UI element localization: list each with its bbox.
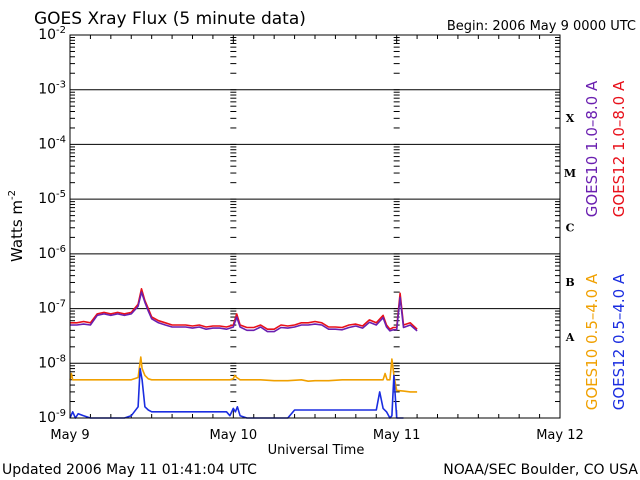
y-tick-label: 10-6 <box>38 244 66 262</box>
legend-entry: GOES10 1.0–8.0 A <box>583 80 601 217</box>
updated-timestamp: Updated 2006 May 11 01:41:04 UTC <box>2 462 257 478</box>
y-axis-label: Watts m-2 <box>7 190 26 262</box>
x-tick-label: May 10 <box>210 428 258 443</box>
legend-entry: GOES12 1.0–8.0 A <box>610 80 628 217</box>
series-line <box>69 356 418 393</box>
grid-lines <box>70 89 560 364</box>
y-tick-label: 10-7 <box>38 299 66 317</box>
y-tick-exponent: -5 <box>56 189 66 200</box>
plot-frame <box>69 34 561 419</box>
y-tick-label: 10-4 <box>38 134 66 152</box>
svg-text:Watts m-2: Watts m-2 <box>7 190 26 262</box>
x-tick-label: May 9 <box>50 428 89 443</box>
x-tick-label: May 11 <box>373 428 421 443</box>
begin-date: Begin: 2006 May 9 0000 UTC <box>447 19 636 34</box>
x-tick-label: May 12 <box>536 428 584 443</box>
y-tick-mantissa: 10 <box>38 246 56 262</box>
series-line <box>70 291 418 333</box>
flare-class-label: C <box>566 222 575 235</box>
y-tick-label: 10-5 <box>38 189 66 207</box>
y-tick-label: 10-2 <box>38 25 66 43</box>
series-line <box>70 287 418 331</box>
y-tick-mantissa: 10 <box>38 136 56 152</box>
legend: GOES10 1.0–8.0 A GOES12 1.0–8.0 A GOES10 0… <box>583 80 628 410</box>
flare-class-label: B <box>565 276 574 289</box>
y-tick-mantissa: 10 <box>38 355 56 371</box>
y-tick-exponent: -4 <box>56 134 66 145</box>
flare-class-label: M <box>564 167 576 180</box>
y-tick-exponent: -8 <box>56 353 66 364</box>
y-axis-label-text: Watts m <box>8 200 26 262</box>
y-tick-mantissa: 10 <box>38 191 56 207</box>
y-tick-label: 10-3 <box>38 80 66 98</box>
y-tick-exponent: -2 <box>56 25 66 36</box>
y-tick-mantissa: 10 <box>38 301 56 317</box>
x-axis-label: Universal Time <box>268 443 365 458</box>
y-tick-mantissa: 10 <box>38 82 56 98</box>
legend-entry: GOES10 0.5–4.0 A <box>583 273 601 410</box>
y-tick-exponent: -6 <box>56 244 66 255</box>
y-tick-exponent: -7 <box>56 299 66 310</box>
y-tick-exponent: -3 <box>56 80 66 91</box>
credit-text: NOAA/SEC Boulder, CO USA <box>443 462 638 478</box>
flare-class-label: X <box>566 112 575 125</box>
chart-title: GOES Xray Flux (5 minute data) <box>34 9 306 29</box>
y-tick-mantissa: 10 <box>38 410 56 426</box>
y-tick-label: 10-9 <box>38 408 66 426</box>
legend-entry: GOES12 0.5–4.0 A <box>610 273 628 410</box>
series-line <box>69 367 404 419</box>
y-tick-mantissa: 10 <box>38 27 56 43</box>
y-tick-label: 10-8 <box>38 353 66 371</box>
flare-class-label: A <box>565 331 575 344</box>
y-tick-exponent: -9 <box>56 408 66 419</box>
y-axis-label-exponent: -2 <box>7 190 18 200</box>
